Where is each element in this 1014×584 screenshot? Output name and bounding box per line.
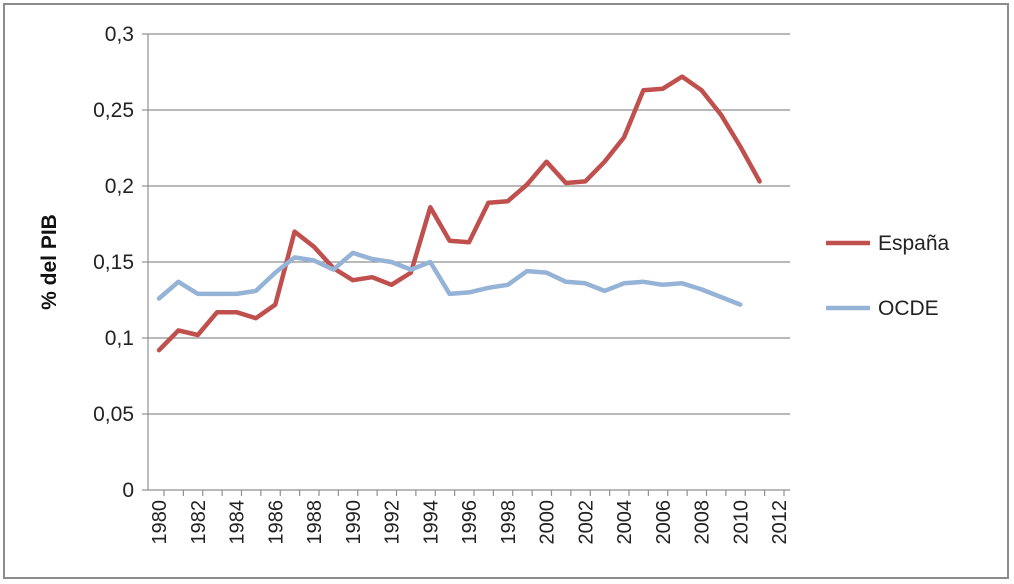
legend: España OCDE (826, 232, 950, 320)
x-tick-label: 1994 (420, 500, 442, 545)
x-tick-label: 1982 (188, 500, 210, 545)
x-tick-label: 2006 (653, 500, 675, 545)
x-tick-label: 2004 (614, 500, 636, 545)
x-tick-labels: 1980 1982 1984 1986 1988 1990 1992 1994 1996 1998… (149, 500, 791, 545)
y-tick-label: 0 (122, 479, 134, 502)
series-line-0 (156, 74, 762, 353)
y-axis-label: % del PIB (38, 214, 61, 310)
series-line-1 (156, 250, 743, 307)
y-tick-label: 0,25 (93, 99, 134, 122)
legend-label: España (878, 232, 950, 255)
x-tick-label: 1992 (382, 500, 404, 545)
y-tick-label: 0,3 (105, 23, 134, 46)
x-tick-label: 2008 (692, 500, 714, 545)
y-tick-label: 0,05 (93, 403, 134, 426)
legend-label: OCDE (878, 297, 939, 320)
axes (142, 33, 790, 496)
x-tick-label: 2000 (537, 500, 559, 545)
x-tick-label: 2012 (769, 500, 791, 545)
y-tick-label: 0,2 (105, 175, 134, 198)
x-tick-label: 2010 (730, 500, 752, 545)
x-tick-label: 1984 (227, 500, 249, 545)
x-tick-label: 2002 (575, 500, 597, 545)
series-lines (156, 74, 762, 353)
x-tick-label: 1980 (149, 500, 171, 545)
x-tick-label: 1998 (498, 500, 520, 545)
x-tick-label: 1988 (304, 500, 326, 545)
y-tick-label: 0,15 (93, 251, 134, 274)
y-tick-label: 0,1 (105, 327, 134, 350)
x-tick-label: 1996 (459, 500, 481, 545)
x-tick-label: 1990 (343, 500, 365, 545)
x-tick-label: 1986 (265, 500, 287, 545)
y-tick-labels: 0 0,05 0,1 0,15 0,2 0,25 0,3 (93, 23, 134, 502)
gridlines (148, 33, 790, 415)
